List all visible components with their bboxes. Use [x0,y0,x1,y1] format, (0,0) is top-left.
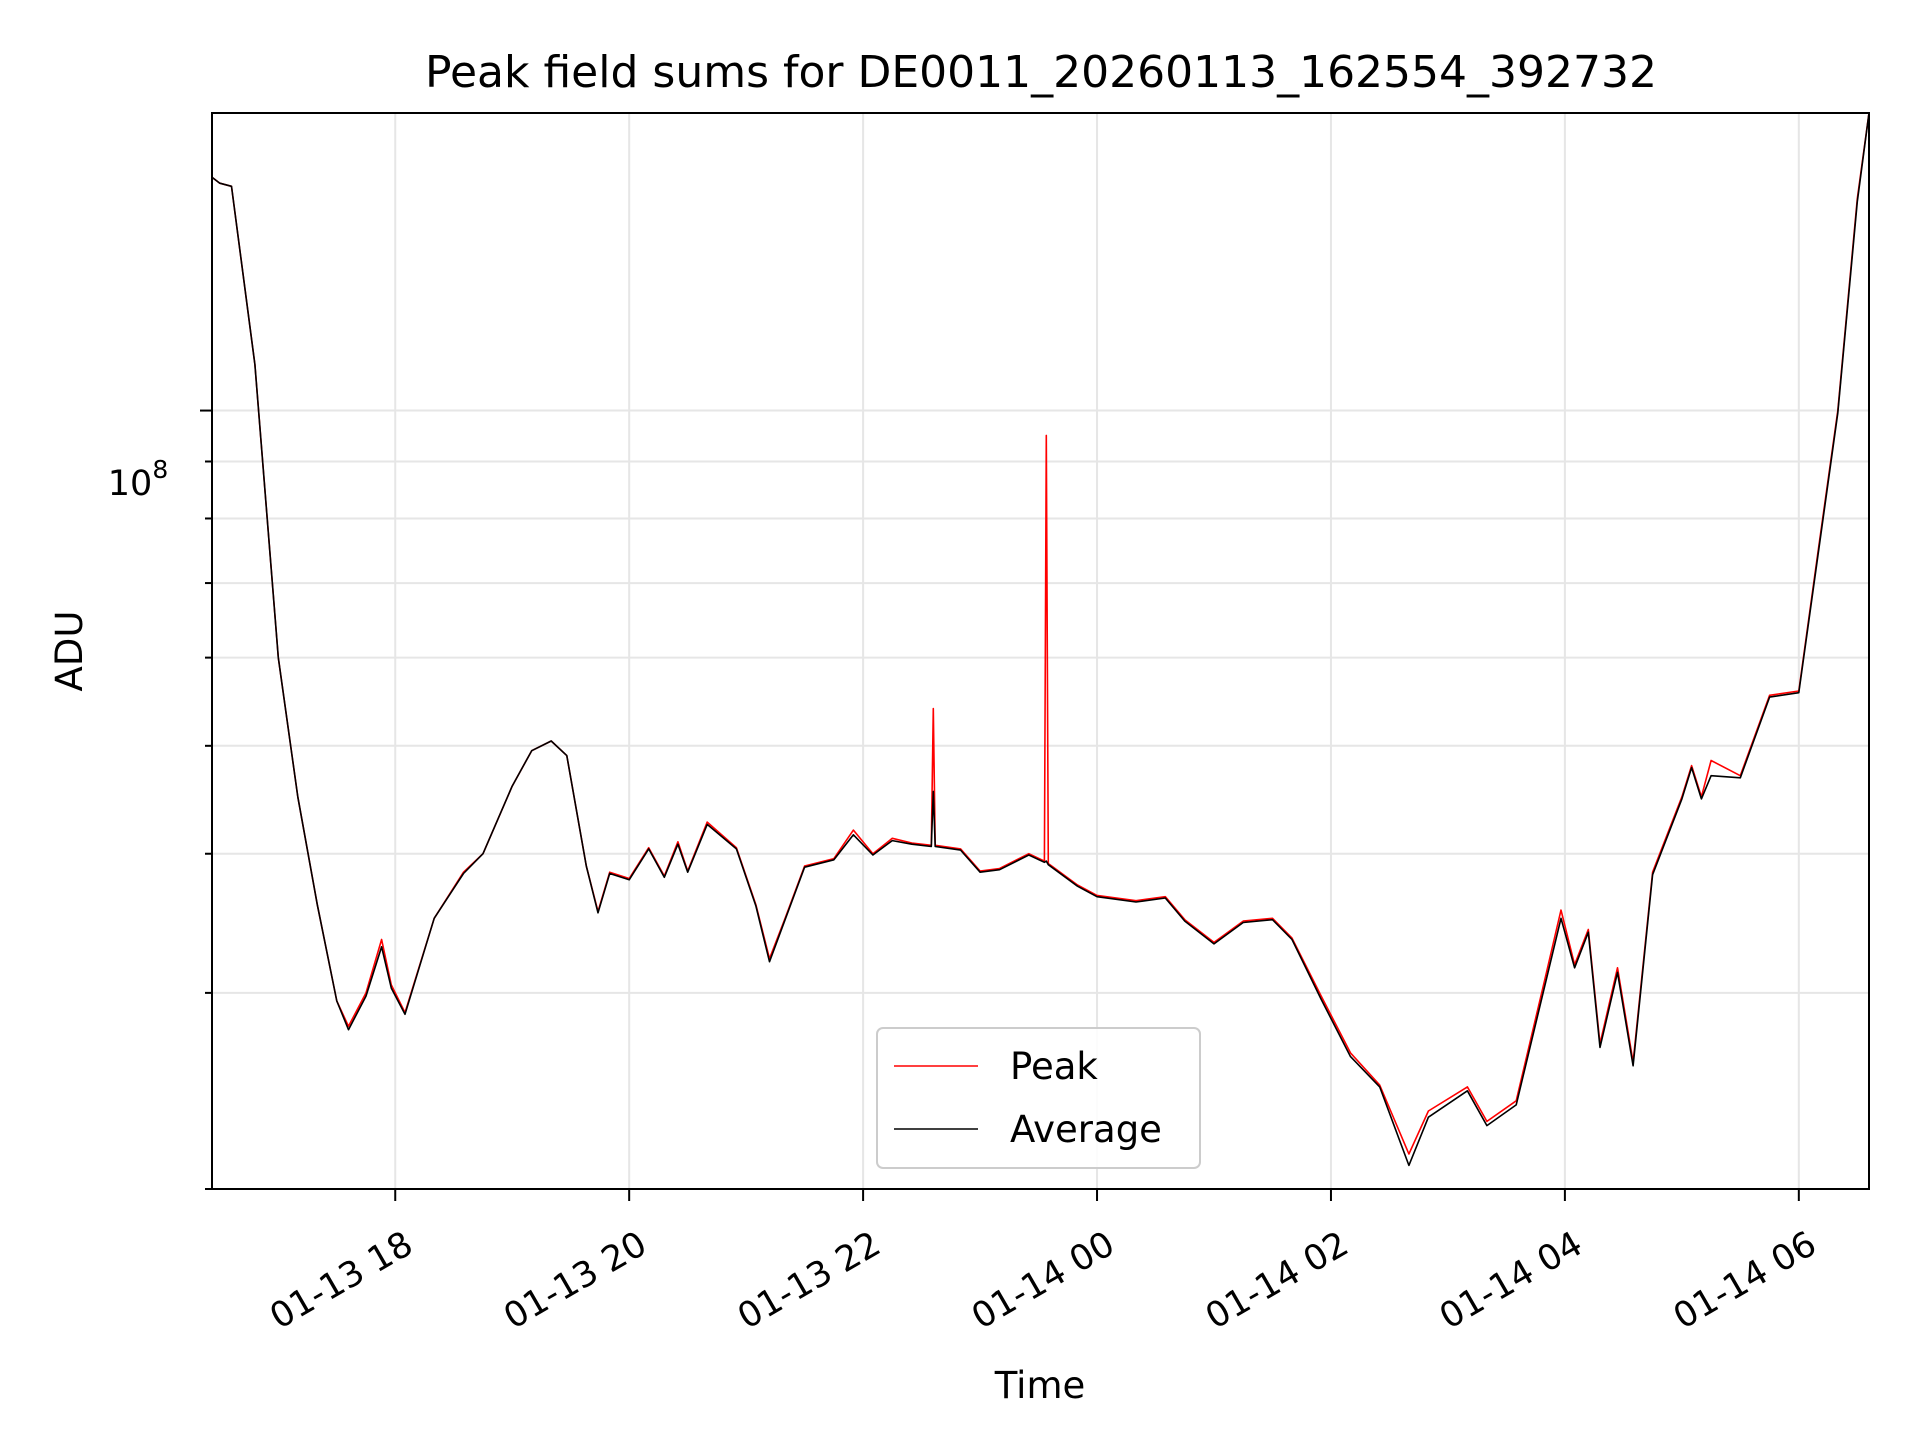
legend: Peak Average [876,1027,1201,1169]
y-axis-ticks: 108 [108,409,212,1190]
x-axis-label: Time [994,1364,1086,1407]
plot-frame [211,112,1870,1190]
y-axis-label: ADU [48,611,91,692]
series-layer [211,112,1870,1167]
y-tick-label: 108 [108,455,168,504]
chart-title: Peak field sums for DE0011_20260113_1625… [425,47,1657,98]
legend-box [876,1027,1201,1169]
grid [212,113,1869,1190]
legend-peak-label: Peak [1010,1045,1098,1088]
series-line-average [211,112,1870,1167]
legend-average-label: Average [1010,1108,1162,1151]
